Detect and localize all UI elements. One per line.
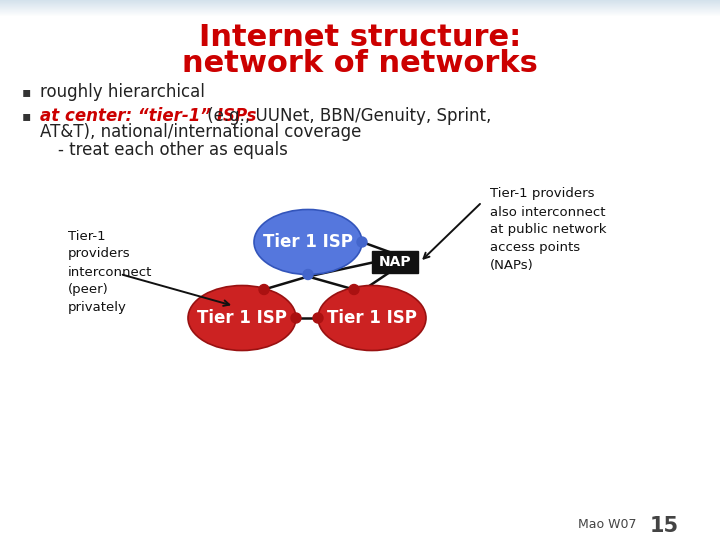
Text: (e.g., UUNet, BBN/Genuity, Sprint,: (e.g., UUNet, BBN/Genuity, Sprint, [202,107,491,125]
Circle shape [303,269,313,280]
Bar [0,13,720,14]
Ellipse shape [254,210,362,274]
Text: ▪: ▪ [22,85,32,99]
Bar [0,8,720,9]
Bar [0,4,720,5]
Text: - treat each other as equals: - treat each other as equals [58,141,288,159]
Text: Internet structure:: Internet structure: [199,23,521,51]
Text: Mao W07: Mao W07 [578,517,636,530]
Text: network of networks: network of networks [182,49,538,78]
Bar [0,14,720,15]
Text: Tier 1 ISP: Tier 1 ISP [263,233,353,251]
Bar [0,6,720,7]
Circle shape [357,237,367,247]
Ellipse shape [318,286,426,350]
Bar [0,10,720,11]
Circle shape [291,313,301,323]
Bar [0,5,720,6]
Circle shape [259,285,269,294]
FancyBboxPatch shape [372,251,418,273]
Text: AT&T), national/international coverage: AT&T), national/international coverage [40,123,361,141]
Text: ▪: ▪ [22,109,32,123]
Text: roughly hierarchical: roughly hierarchical [40,83,205,101]
Text: NAP: NAP [379,255,411,269]
Bar [0,2,720,3]
Ellipse shape [188,286,296,350]
Bar [0,11,720,12]
Bar [0,1,720,2]
Bar [0,9,720,10]
Text: Tier-1 providers
also interconnect
at public network
access points
(NAPs): Tier-1 providers also interconnect at pu… [490,187,606,273]
Bar [0,3,720,4]
Circle shape [349,285,359,294]
Bar [0,0,720,1]
Circle shape [313,313,323,323]
Text: Tier 1 ISP: Tier 1 ISP [197,309,287,327]
Text: Tier-1
providers
interconnect
(peer)
privately: Tier-1 providers interconnect (peer) pri… [68,230,153,314]
Bar [0,7,720,8]
Text: 15: 15 [650,516,679,536]
Bar [0,15,720,16]
Bar [0,12,720,13]
Text: at center: “tier-1” ISPs: at center: “tier-1” ISPs [40,107,256,125]
Text: Tier 1 ISP: Tier 1 ISP [327,309,417,327]
